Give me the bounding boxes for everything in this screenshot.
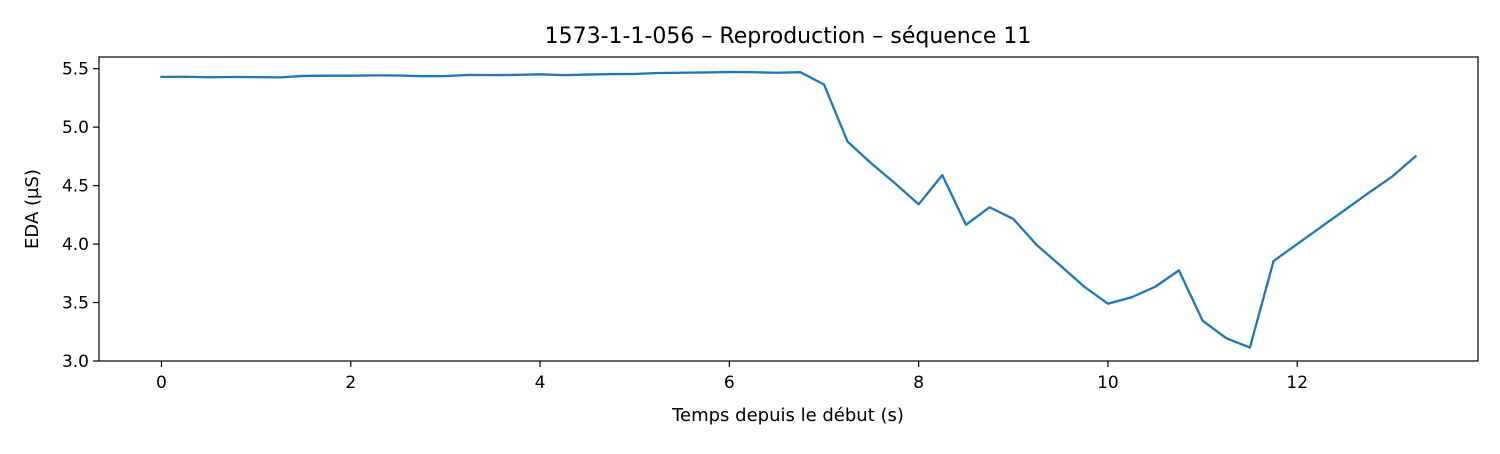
y-tick-label: 5.0 (62, 118, 89, 138)
x-tick-label: 10 (1097, 373, 1119, 393)
y-axis-label: EDA (µS) (22, 169, 43, 249)
plot-area (160, 70, 1418, 349)
chart-title: 1573-1-1-056 – Reproduction – séquence 1… (545, 24, 1032, 49)
y-tick-label: 5.5 (62, 60, 89, 80)
y-axis-ticks: 3.0 3.5 4.0 4.5 5.0 5.5 (62, 60, 99, 372)
x-tick-label: 0 (156, 373, 167, 393)
y-tick-label: 4.0 (62, 235, 89, 255)
x-tick-label: 6 (724, 373, 735, 393)
y-tick-label: 3.5 (62, 294, 89, 314)
x-tick-label: 4 (535, 373, 546, 393)
series-line (160, 70, 1418, 349)
x-axis-ticks: 0 2 4 6 8 10 12 (156, 361, 1308, 393)
x-tick-label: 2 (345, 373, 356, 393)
x-axis-label: Temps depuis le début (s) (671, 405, 904, 426)
y-tick-label: 4.5 (62, 177, 89, 197)
x-tick-label: 8 (913, 373, 924, 393)
x-tick-label: 12 (1286, 373, 1308, 393)
y-tick-label: 3.0 (62, 352, 89, 372)
axes-frame (98, 56, 1479, 362)
